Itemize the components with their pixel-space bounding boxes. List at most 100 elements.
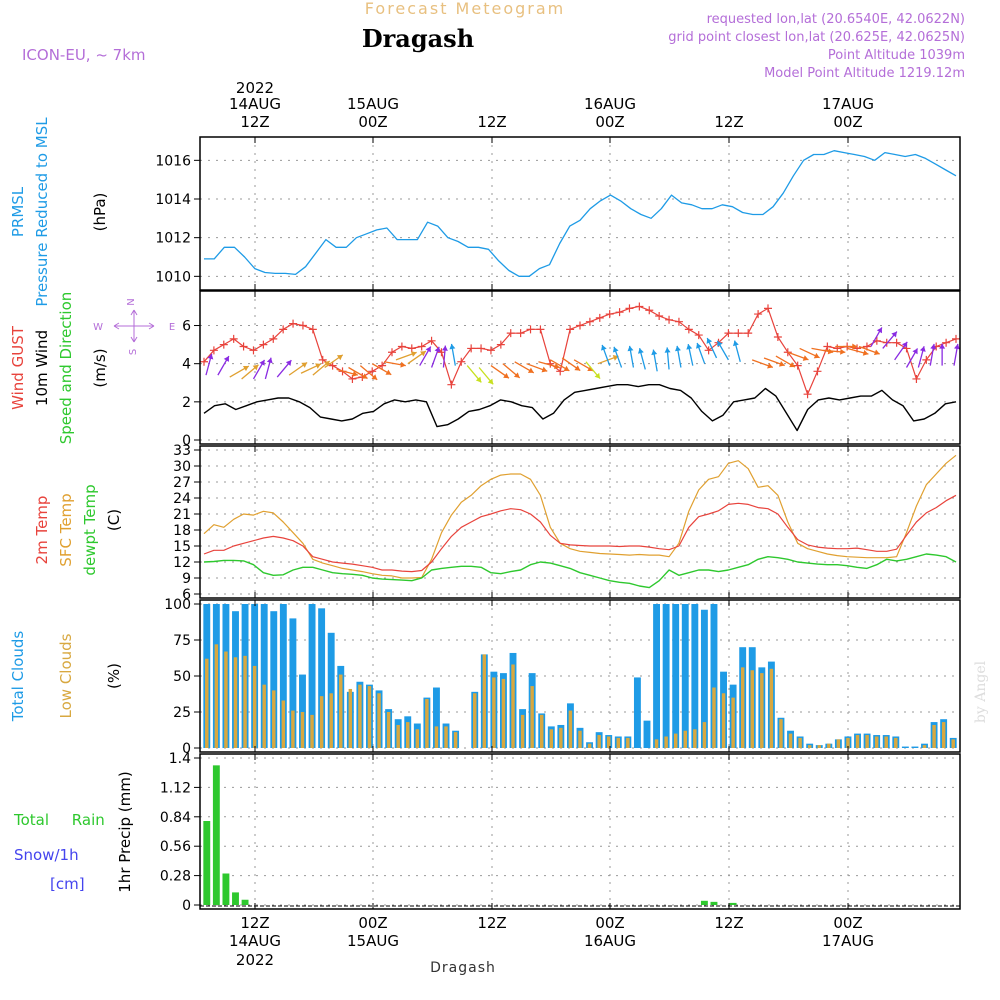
total-cloud-bar: [700, 609, 708, 748]
gust-marker: [605, 310, 614, 319]
cloud-labels: Total Clouds Low Clouds (%): [9, 631, 123, 723]
top-time-3: 00Z: [595, 113, 624, 131]
gust-marker: [823, 342, 832, 351]
gust-marker: [526, 325, 535, 334]
low-cloud-bar: [587, 743, 592, 748]
wind-arrow-head: [242, 365, 249, 372]
compass-w: W: [93, 322, 103, 333]
temperature-ytick-label: 30: [173, 459, 191, 475]
wind-arrow-head: [285, 360, 292, 366]
low-cloud-bar: [539, 714, 544, 748]
top-time-2: 12Z: [477, 113, 506, 131]
footer-location: Dragash: [430, 960, 496, 976]
gust-marker: [506, 329, 515, 338]
wind-unit: (m/s): [91, 348, 109, 387]
wind-arrow-head: [420, 351, 426, 357]
wind-arrow-head: [686, 344, 693, 350]
low-cloud-bar: [894, 737, 898, 748]
gust-marker: [318, 355, 327, 364]
gust-marker: [457, 357, 466, 366]
top-time-axis: 2022 14AUG 15AUG 16AUG 17AUG 12Z 00Z 12Z…: [229, 79, 874, 131]
gust-marker: [417, 342, 426, 351]
gust-marker: [467, 344, 476, 353]
total-cloud-bar: [327, 632, 335, 748]
wind-arrow-head: [425, 346, 431, 353]
low-cloud-bar: [932, 724, 936, 748]
wind-ytick-label: 2: [182, 395, 191, 411]
total-cloud-bar: [633, 677, 641, 748]
low-cloud-bar: [549, 729, 554, 748]
low-cloud-bar: [568, 710, 573, 748]
bottom-date-15aug: 15AUG: [347, 932, 399, 950]
wind-arrow-head: [315, 363, 321, 369]
pressure-label-1: PRMSL: [9, 186, 27, 237]
gust-marker: [219, 340, 228, 349]
low-cloud-bar: [406, 722, 410, 748]
rain-bar: [241, 899, 249, 905]
wind-arrow-head: [574, 365, 581, 371]
wind-arrow-head: [361, 373, 368, 379]
wind-speed-line: [203, 384, 957, 432]
wind-arrow-head: [953, 343, 960, 350]
gust-marker: [635, 302, 644, 311]
wind-arrow-head: [873, 349, 880, 356]
bottom-time-2: 12Z: [477, 914, 506, 932]
total-cloud-bar: [260, 604, 268, 748]
low-cloud-bar: [846, 737, 850, 748]
top-date-15aug: 15AUG: [347, 95, 399, 113]
rain-bar: [710, 901, 718, 905]
precip-frame: [199, 753, 961, 910]
watermark: by Angel: [973, 660, 989, 723]
bottom-time-axis: 12Z 00Z 12Z 00Z 12Z 00Z 14AUG 15AUG 16AU…: [229, 914, 874, 976]
gust-marker: [279, 325, 288, 334]
clouds-unit: (%): [105, 663, 123, 689]
low-cloud-bar: [721, 693, 726, 748]
low-cloud-bar: [941, 722, 946, 748]
dewpt-label: dewpt Temp: [81, 484, 99, 575]
wind-arrow-head: [259, 359, 265, 366]
wind-arrow-head: [252, 364, 259, 371]
wind-arrow-head: [852, 343, 858, 350]
product-title: Forecast Meteogram: [365, 0, 565, 18]
low-clouds-label: Low Clouds: [57, 633, 75, 718]
low-cloud-bar: [473, 693, 477, 748]
temperature-ytick-label: 27: [173, 475, 191, 491]
gust-marker: [942, 338, 951, 347]
rain-bar: [203, 821, 211, 905]
grid-point-coords: grid point closest lon,lat (20.625E, 42.…: [668, 30, 965, 45]
temperature-ytick-label: 18: [173, 523, 191, 539]
gust-marker: [754, 310, 763, 319]
low-cloud-bar: [702, 722, 707, 748]
gust-marker: [704, 346, 713, 355]
bottom-date-14aug: 14AUG: [229, 932, 281, 950]
total-cloud-bar: [433, 687, 440, 748]
precip-labels: Total Rain Snow/1h [cm] 1hr Precip (mm): [13, 771, 134, 893]
top-time-5: 00Z: [833, 113, 862, 131]
wind-arrow-head: [449, 343, 456, 350]
compass-e: E: [169, 322, 175, 333]
low-cloud-bar: [511, 664, 515, 748]
clouds-ytick-label: 25: [173, 705, 191, 721]
gust-marker: [259, 340, 268, 349]
low-cloud-bar: [836, 739, 841, 748]
precip-ytick-label: 1.4: [169, 751, 191, 767]
low-cloud-bar: [788, 733, 793, 748]
total-clouds-label: Total Clouds: [9, 631, 27, 723]
rain-bar: [212, 765, 220, 905]
wind-arrow-head: [513, 372, 520, 378]
clouds-ytick-label: 50: [173, 669, 191, 685]
clouds-ytick-label: 0: [182, 741, 191, 757]
wind-arrow-head: [587, 365, 594, 371]
temperature-ytick-label: 15: [173, 539, 191, 555]
wind-arrow-head: [441, 345, 448, 351]
gust-marker: [229, 334, 238, 343]
wind-arrow-head: [651, 349, 658, 356]
sfc-label: SFC Temp: [57, 493, 75, 566]
low-cloud-bar: [358, 684, 362, 748]
wind-arrow-head: [778, 360, 785, 367]
gust-marker: [952, 334, 960, 343]
pressure-ytick-label: 1012: [155, 231, 191, 247]
low-cloud-bar: [798, 737, 802, 748]
low-cloud-bar: [319, 696, 324, 748]
low-cloud-bar: [415, 729, 420, 748]
